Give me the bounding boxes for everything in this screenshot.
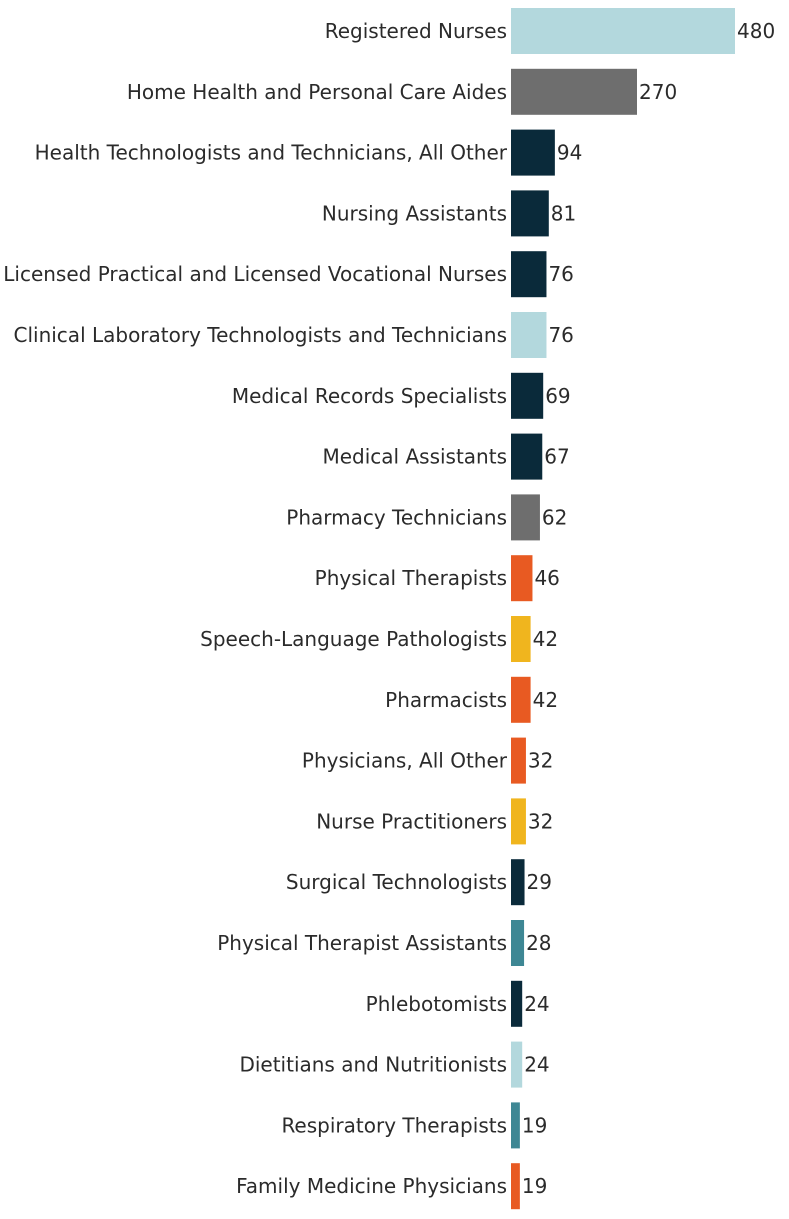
value-label: 94 — [557, 141, 582, 165]
category-label: Dietitians and Nutritionists — [239, 1053, 507, 1077]
value-label: 76 — [548, 262, 573, 286]
bar — [511, 190, 549, 237]
value-label: 24 — [524, 1053, 549, 1077]
value-label: 46 — [534, 566, 559, 590]
bar — [511, 129, 555, 176]
category-label: Surgical Technologists — [286, 870, 507, 894]
category-label: Licensed Practical and Licensed Vocation… — [3, 262, 507, 286]
value-label: 270 — [639, 80, 677, 104]
value-label: 32 — [528, 809, 553, 833]
bar — [511, 372, 544, 419]
value-label: 28 — [526, 931, 551, 955]
value-label: 67 — [544, 445, 569, 469]
category-label: Speech-Language Pathologists — [200, 627, 507, 651]
category-label: Phlebotomists — [366, 992, 507, 1016]
category-label: Physical Therapist Assistants — [217, 931, 507, 955]
value-label: 62 — [542, 505, 567, 529]
bar — [511, 251, 547, 298]
bar — [511, 1041, 523, 1088]
category-label: Home Health and Personal Care Aides — [127, 80, 507, 104]
category-label: Physicians, All Other — [302, 749, 508, 773]
category-label: Pharmacists — [385, 688, 507, 712]
category-label: Nurse Practitioners — [316, 809, 507, 833]
category-label: Health Technologists and Technicians, Al… — [35, 141, 508, 165]
category-label: Physical Therapists — [315, 566, 507, 590]
bar — [511, 68, 637, 115]
bar — [511, 920, 525, 966]
bar — [511, 1102, 520, 1149]
bar — [511, 555, 533, 602]
bar — [511, 8, 735, 54]
category-label: Medical Records Specialists — [232, 384, 507, 408]
bar — [511, 494, 540, 541]
value-label: 19 — [522, 1174, 547, 1198]
value-label: 81 — [551, 201, 576, 225]
category-label: Registered Nurses — [325, 19, 507, 43]
value-label: 42 — [533, 627, 558, 651]
bar — [511, 312, 547, 358]
value-label: 24 — [524, 992, 549, 1016]
category-label: Medical Assistants — [322, 445, 507, 469]
bar — [511, 798, 526, 845]
value-label: 32 — [528, 749, 553, 773]
category-label: Family Medicine Physicians — [236, 1174, 507, 1198]
bar — [511, 676, 531, 723]
value-label: 42 — [533, 688, 558, 712]
bar — [511, 616, 531, 662]
bar — [511, 1163, 520, 1210]
value-label: 76 — [548, 323, 573, 347]
category-label: Clinical Laboratory Technologists and Te… — [14, 323, 508, 347]
value-label: 29 — [527, 870, 552, 894]
bar — [511, 980, 523, 1027]
value-label: 69 — [545, 384, 570, 408]
value-label: 19 — [522, 1113, 547, 1137]
value-label: 480 — [737, 19, 775, 43]
category-label: Respiratory Therapists — [281, 1113, 507, 1137]
bar — [511, 433, 543, 480]
bar — [511, 737, 526, 784]
category-label: Pharmacy Technicians — [286, 505, 507, 529]
bar — [511, 859, 525, 906]
category-label: Nursing Assistants — [322, 201, 507, 225]
